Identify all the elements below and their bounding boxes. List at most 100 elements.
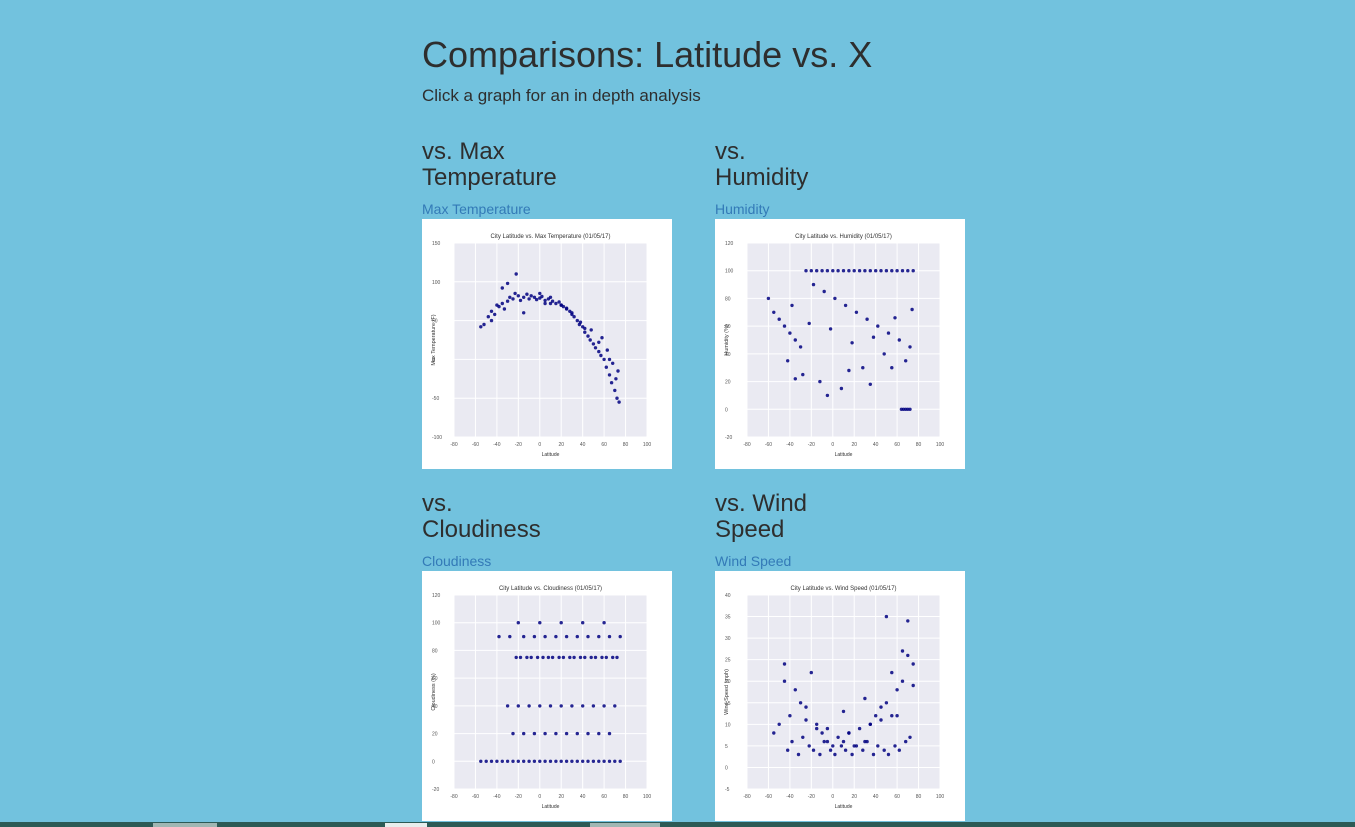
- data-point: [804, 269, 808, 273]
- data-point: [593, 346, 598, 350]
- humidity-chart-thumbnail[interactable]: -80 -60 -40 -20 0 20 40 60 80 100 120 100 80 60 40 20 0 -…: [715, 219, 965, 469]
- y-axis-label: Max Temperature (F): [431, 314, 437, 365]
- cloudiness-chart-thumbnail[interactable]: -80 -60 -40 -20 0 20 40 60 80 100 120 100 80 60 40 20 0 -…: [422, 571, 672, 821]
- wind-speed-chart-thumbnail[interactable]: -80 -60 -40 -20 0 20 40 60 80 100 40 35 30 25 20 15 10 5 0…: [715, 571, 965, 821]
- x-tick-label: 100: [936, 794, 945, 800]
- x-tick-label: -80: [743, 442, 750, 448]
- data-point: [847, 269, 851, 273]
- card-heading: vs. Wind Speed: [715, 491, 965, 543]
- data-point: [514, 655, 518, 660]
- data-point: [559, 759, 563, 763]
- data-point: [613, 759, 617, 763]
- x-tick-label: 40: [580, 442, 586, 448]
- x-axis-label: Latitude: [542, 452, 560, 458]
- data-point: [493, 312, 497, 317]
- data-point: [489, 318, 494, 323]
- data-point: [482, 322, 486, 327]
- data-point: [548, 295, 553, 299]
- data-point: [818, 379, 822, 384]
- y-tick-label: 50: [432, 319, 438, 325]
- data-point: [572, 655, 576, 660]
- max-temperature-link[interactable]: Max Temperature: [422, 201, 531, 217]
- data-point: [541, 655, 545, 660]
- card-heading-line2: Humidity: [715, 164, 809, 191]
- taskbar-button[interactable]: [590, 823, 660, 827]
- data-point: [581, 621, 585, 625]
- data-point: [815, 726, 819, 731]
- data-point: [578, 655, 583, 660]
- y-tick-label: 5: [725, 744, 728, 750]
- data-point: [479, 759, 483, 763]
- data-point: [825, 269, 830, 273]
- data-point: [886, 752, 891, 757]
- data-point: [908, 735, 912, 739]
- plot-area: [454, 595, 647, 789]
- wind-speed-link[interactable]: Wind Speed: [715, 553, 792, 569]
- x-tick-label: 80: [623, 794, 629, 800]
- data-point: [489, 759, 494, 763]
- card-heading: vs. Cloudiness: [422, 491, 672, 543]
- x-tick-label: -20: [515, 442, 522, 448]
- data-point: [554, 731, 558, 736]
- x-tick-label: 40: [580, 794, 586, 800]
- card-humidity: vs. Humidity Humidity -80 -60 -40 -20 0 20 40 6…: [715, 138, 965, 469]
- x-tick-label: -40: [786, 442, 793, 448]
- data-point: [890, 269, 894, 273]
- cloudiness-chart: -80 -60 -40 -20 0 20 40 60 80 100 120 100 80 60 40 20 0 -…: [431, 586, 651, 810]
- data-point: [597, 349, 601, 354]
- data-point: [818, 752, 822, 757]
- data-point: [828, 748, 833, 752]
- data-point: [543, 759, 547, 763]
- y-tick-label: -50: [432, 396, 439, 402]
- data-point: [548, 704, 553, 708]
- cloudiness-link[interactable]: Cloudiness: [422, 553, 492, 569]
- data-point: [847, 731, 851, 735]
- data-point: [548, 759, 553, 763]
- data-point: [589, 655, 593, 660]
- y-tick-label: 100: [432, 280, 441, 286]
- y-tick-label: -5: [725, 787, 730, 793]
- page-subtitle: Click a graph for an in depth analysis: [422, 86, 701, 105]
- data-point: [857, 269, 862, 273]
- data-point: [513, 291, 517, 296]
- data-point: [593, 655, 598, 660]
- data-point: [561, 655, 566, 660]
- card-cloudiness: vs. Cloudiness Cloudiness -80 -60 -40 -20 0 2…: [422, 491, 672, 821]
- y-tick-label: 60: [432, 676, 438, 682]
- y-tick-label: 40: [725, 593, 731, 599]
- data-point: [609, 381, 614, 385]
- data-point: [822, 739, 826, 744]
- data-point: [538, 621, 542, 625]
- data-point: [575, 759, 579, 763]
- data-point: [522, 759, 526, 763]
- taskbar-button[interactable]: [153, 823, 217, 827]
- card-heading-line1: vs.: [715, 138, 746, 165]
- data-point: [484, 759, 488, 763]
- data-point: [863, 696, 867, 701]
- data-point: [532, 295, 537, 299]
- y-tick-label: 40: [432, 704, 438, 710]
- y-tick-label: 10: [725, 722, 731, 728]
- y-tick-label: 40: [725, 352, 731, 358]
- x-tick-label: -40: [493, 794, 500, 800]
- data-point: [893, 744, 897, 748]
- data-point: [597, 634, 601, 639]
- data-point: [876, 744, 880, 748]
- chart-title: City Latitude vs. Cloudiness (01/05/17): [499, 586, 602, 592]
- data-point: [618, 759, 622, 763]
- data-point: [841, 709, 846, 714]
- data-point: [777, 722, 781, 726]
- data-point: [508, 295, 512, 299]
- data-point: [782, 679, 787, 683]
- data-point: [790, 303, 794, 308]
- data-point: [570, 312, 574, 317]
- max-temperature-chart-thumbnail[interactable]: -80 -60 -40 -20 0 20 40 60 80 100 150 100 50 0 -50 -100…: [422, 219, 672, 469]
- data-point: [591, 759, 596, 763]
- data-point: [801, 735, 805, 739]
- y-tick-label: 60: [725, 324, 731, 330]
- x-tick-label: -60: [765, 794, 772, 800]
- data-point: [550, 655, 555, 660]
- humidity-link[interactable]: Humidity: [715, 201, 770, 217]
- data-point: [511, 731, 515, 736]
- taskbar-button[interactable]: [385, 823, 427, 827]
